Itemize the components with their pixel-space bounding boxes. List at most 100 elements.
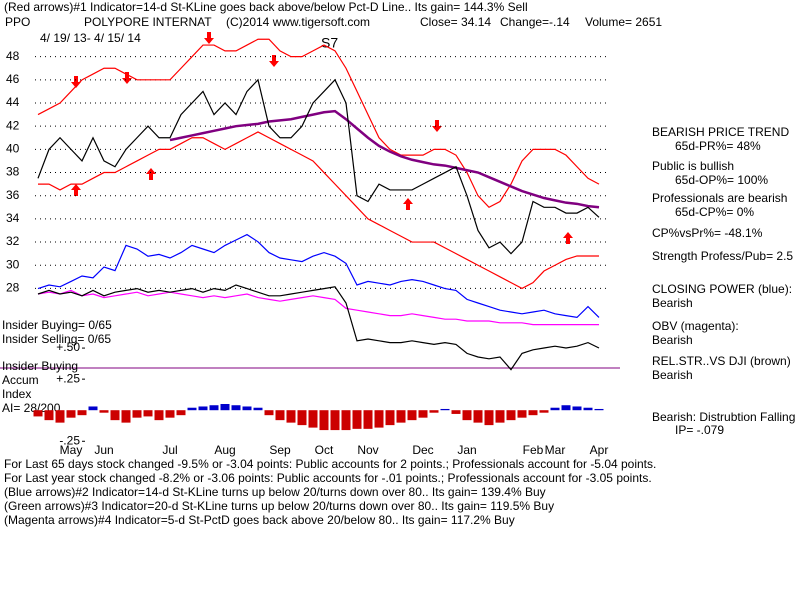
- bar: [341, 410, 351, 431]
- bar: [132, 410, 142, 418]
- bar: [220, 403, 230, 411]
- side-note: BEARISH PRICE TREND: [652, 125, 789, 139]
- y-tick-label: +.25: [56, 371, 80, 385]
- bar: [253, 407, 263, 411]
- bar: [594, 408, 604, 411]
- signal: (Red arrows)#1 Indicator=14-d St-KLine g…: [4, 0, 528, 14]
- series-line: [37, 289, 599, 326]
- y-tick-label: 32: [6, 234, 20, 248]
- footer-line: (Blue arrows)#2 Indicator=14-d St-KLine …: [4, 485, 546, 499]
- bar: [231, 405, 241, 411]
- y-tick-label: 36: [6, 188, 20, 202]
- side-note: Strength Profess/Pub= 2.5: [652, 249, 793, 263]
- bar: [352, 410, 362, 429]
- bar: [176, 410, 186, 416]
- x-tick-label: Jul: [162, 443, 177, 457]
- side-note: Public is bullish: [652, 159, 734, 173]
- x-tick-label: Aug: [214, 443, 235, 457]
- arrow: [71, 184, 81, 196]
- arrow: [146, 168, 156, 180]
- y-tick-label: 28: [6, 281, 20, 295]
- bar: [121, 410, 131, 423]
- bar: [330, 410, 340, 431]
- x-tick-label: Apr: [590, 443, 609, 457]
- series-line: [37, 38, 600, 209]
- y-tick-label: +.50: [56, 340, 80, 354]
- bar: [297, 410, 307, 426]
- x-tick-label: Jan: [457, 443, 476, 457]
- footer-line: (Green arrows)#3 Indicator=20-d St-KLine…: [4, 499, 554, 513]
- side-note: 65d-OP%= 100%: [675, 173, 768, 187]
- arrow: [122, 72, 132, 84]
- x-tick-label: Oct: [315, 443, 334, 457]
- x-tick-label: Feb: [523, 443, 544, 457]
- bar: [319, 410, 329, 431]
- bar: [242, 406, 252, 411]
- bar: [517, 410, 527, 418]
- series-line: [169, 109, 600, 209]
- bar: [55, 410, 65, 423]
- bar: [44, 410, 54, 421]
- bar: [473, 410, 483, 423]
- bar: [572, 406, 582, 411]
- arrow: [269, 55, 279, 67]
- x-tick-label: Nov: [357, 443, 378, 457]
- bar: [550, 407, 560, 411]
- bar: [209, 405, 219, 411]
- arrow: [71, 76, 81, 88]
- footer-line: For Last year stock changed -8.2% or -3.…: [4, 471, 652, 485]
- bar: [462, 410, 472, 421]
- footer-line: (Magenta arrows)#4 Indicator=5-d St-PctD…: [4, 513, 515, 527]
- bar: [88, 406, 98, 411]
- side-note: 65d-CP%= 0%: [675, 205, 754, 219]
- series-line: [37, 233, 600, 319]
- date-range: 4/ 19/ 13- 4/ 15/ 14: [40, 31, 141, 45]
- series-line: [37, 284, 600, 371]
- side-note: Bearish: [652, 368, 693, 382]
- side-note: Bearish: [652, 333, 693, 347]
- bar: [286, 410, 296, 423]
- series-line: [37, 78, 600, 255]
- side-note: IP= -.079: [675, 423, 724, 437]
- y-tick-label: 38: [6, 165, 20, 179]
- series-line: [38, 131, 599, 290]
- x-tick-label: Sep: [269, 443, 291, 457]
- bar: [451, 410, 461, 414]
- bar: [429, 410, 439, 413]
- bar: [99, 410, 109, 413]
- bar: [407, 410, 417, 421]
- x-tick-label: Dec: [412, 443, 433, 457]
- bar: [396, 410, 406, 423]
- bar: [528, 410, 538, 416]
- bar: [154, 410, 164, 421]
- x-tick-label: Jun: [94, 443, 113, 457]
- arrow: [432, 120, 442, 132]
- side-note: OBV (magenta):: [652, 319, 739, 333]
- bar: [198, 406, 208, 411]
- marker: S7: [321, 35, 338, 51]
- side-note: CLOSING POWER (blue):: [652, 282, 792, 296]
- bar: [363, 410, 373, 429]
- bar: [583, 407, 593, 411]
- bar: [187, 407, 197, 411]
- bar: [33, 410, 43, 417]
- left-note: Insider Buying= 0/65: [2, 318, 112, 332]
- bar: [77, 410, 87, 416]
- bar: [143, 410, 153, 417]
- bar: [165, 410, 175, 418]
- y-tick-label: 42: [6, 118, 20, 132]
- y-tick-label: 34: [6, 211, 20, 225]
- y-tick-label: -.25: [59, 433, 80, 447]
- side-note: REL.STR..VS DJI (brown): [652, 354, 791, 368]
- footer-line: For Last 65 days stock changed -9.5% or …: [4, 457, 656, 471]
- bar: [539, 410, 549, 413]
- bar: [440, 408, 450, 411]
- y-tick-label: 30: [6, 257, 20, 271]
- bar: [385, 410, 395, 426]
- left-note: Index: [2, 387, 31, 401]
- left-note: Accum: [2, 373, 39, 387]
- bar: [110, 410, 120, 421]
